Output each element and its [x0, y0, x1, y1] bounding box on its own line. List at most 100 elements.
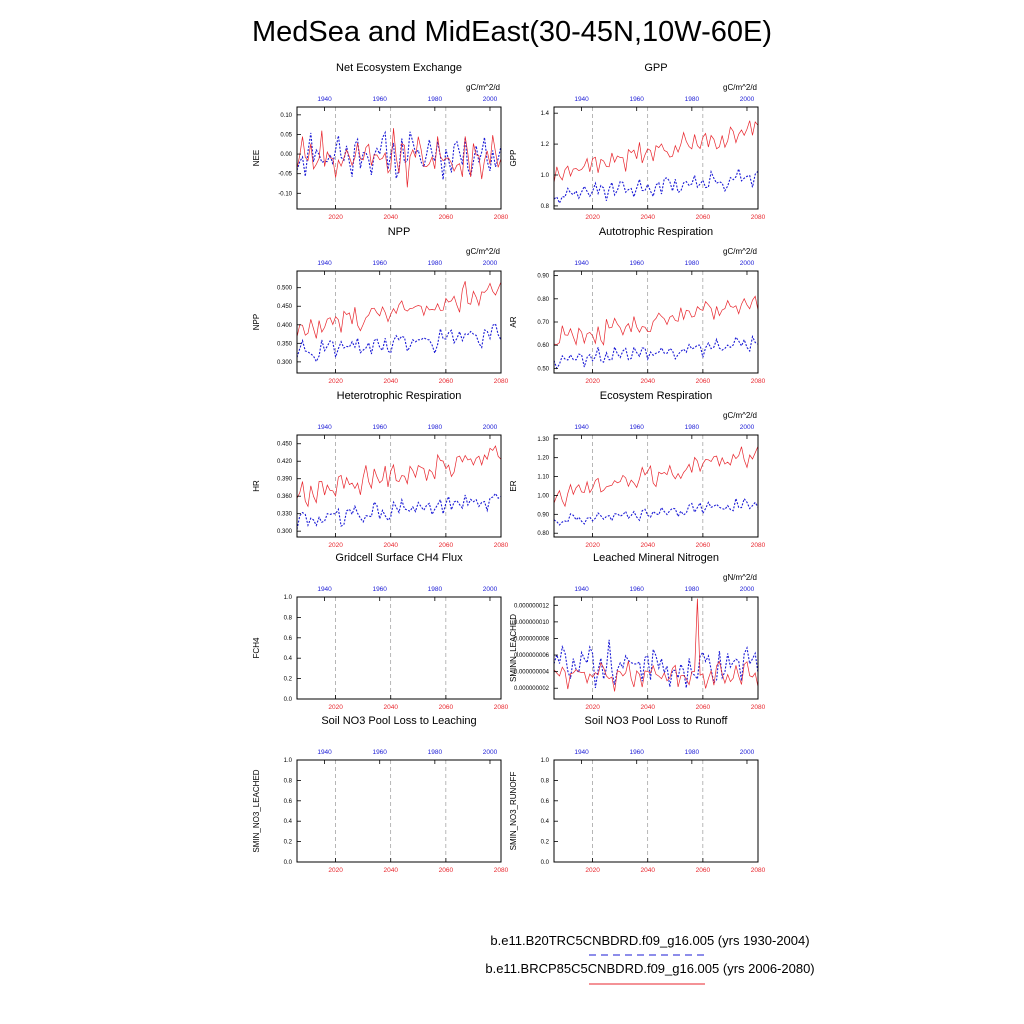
x-tick-label-top: 1980 — [685, 424, 700, 431]
x-tick-label-bottom: 2080 — [751, 867, 766, 874]
y-tick-label: 0.000000004 — [514, 670, 550, 676]
y-tick-label: 0.300 — [277, 529, 293, 535]
y-tick-label: 0.10 — [280, 113, 292, 119]
x-tick-label-top: 1940 — [317, 260, 332, 267]
y-tick-label: 0.80 — [537, 531, 549, 537]
y-tick-label: 0.60 — [537, 343, 549, 349]
x-tick-label-top: 1980 — [428, 749, 443, 756]
y-tick-label: 0.450 — [277, 304, 293, 310]
x-tick-label-bottom: 2040 — [383, 542, 398, 549]
y-tick-label: 0.00 — [280, 152, 292, 158]
series-line-historical — [554, 334, 758, 370]
x-tick-label-top: 1960 — [372, 424, 387, 431]
x-tick-label-bottom: 2020 — [585, 704, 600, 711]
y-tick-label: 1.20 — [537, 456, 549, 462]
y-tick-label: 0.500 — [277, 286, 293, 292]
plot-frame — [296, 270, 502, 374]
panel-units: gC/m^2/d — [723, 83, 757, 92]
y-tick-label: 0.70 — [537, 320, 549, 326]
y-axis-label: NEE — [252, 150, 261, 166]
panel-title: GPP — [644, 62, 667, 74]
x-tick-label-bottom: 2020 — [328, 378, 343, 385]
y-tick-label: 0.350 — [277, 341, 293, 347]
x-tick-label-bottom: 2060 — [439, 867, 454, 874]
y-tick-label: 0.4 — [541, 819, 550, 825]
y-axis-label: SMIN_NO3_LEACHED — [252, 769, 261, 852]
x-tick-label-bottom: 2080 — [494, 867, 509, 874]
plot-frame — [553, 759, 759, 863]
y-tick-label: 0.50 — [537, 366, 549, 372]
x-tick-label-top: 1980 — [428, 586, 443, 593]
x-tick-label-top: 1960 — [629, 586, 644, 593]
x-tick-label-top: 2000 — [740, 424, 755, 431]
x-tick-label-top: 1960 — [372, 749, 387, 756]
series-line-future — [297, 445, 501, 508]
panel-8: Leached Mineral Nitrogen gN/m^2/d SMINN_LE… — [509, 552, 766, 711]
x-tick-label-bottom: 2020 — [585, 214, 600, 221]
panel-units: gC/m^2/d — [466, 83, 500, 92]
series-line-future — [554, 446, 758, 508]
y-tick-label: 0.000000006 — [514, 653, 550, 659]
x-tick-label-top: 1980 — [685, 96, 700, 103]
x-tick-label-top: 1960 — [629, 424, 644, 431]
x-tick-label-top: 1960 — [372, 96, 387, 103]
x-tick-label-top: 1940 — [317, 586, 332, 593]
panel-units: gC/m^2/d — [466, 247, 500, 256]
x-tick-label-top: 1960 — [372, 260, 387, 267]
y-tick-label: 0.0 — [541, 860, 550, 866]
panel-6: Ecosystem Respiration gC/m^2/d ER 1.30 1.20 1… — [509, 390, 766, 549]
y-tick-label: 0.0 — [284, 697, 293, 703]
y-axis-label: SMINN_LEACHED — [509, 614, 518, 682]
x-tick-label-top: 1940 — [317, 424, 332, 431]
y-tick-label: 0.360 — [277, 494, 293, 500]
x-tick-label-top: 1940 — [574, 260, 589, 267]
x-tick-label-bottom: 2020 — [585, 867, 600, 874]
panel-2: GPP gC/m^2/d GPP 1.4 1.2 1.0 0.8 2020 2040 2060 20… — [509, 62, 766, 221]
x-tick-label-bottom: 2080 — [751, 542, 766, 549]
figure-title: MedSea and MidEast(30-45N,10W-60E) — [252, 16, 772, 48]
y-tick-label: 0.0 — [284, 860, 293, 866]
y-axis-label: SMIN_NO3_RUNOFF — [509, 772, 518, 851]
y-tick-label: 0.8 — [284, 778, 293, 784]
series-line-historical — [554, 639, 758, 688]
x-tick-label-top: 1960 — [629, 96, 644, 103]
x-tick-label-top: 2000 — [740, 749, 755, 756]
y-tick-label: 1.30 — [537, 437, 549, 443]
y-tick-label: 0.000000008 — [514, 636, 550, 642]
x-tick-label-top: 1980 — [685, 586, 700, 593]
legend: b.e11.B20TRC5CNBDRD.f09_g16.005 (yrs 193… — [485, 933, 815, 985]
panel-5: Heterotrophic Respiration HR 0.450 0.420 0.3… — [252, 390, 509, 549]
plot-frame — [296, 596, 502, 700]
x-tick-label-bottom: 2080 — [494, 704, 509, 711]
x-tick-label-top: 1940 — [574, 586, 589, 593]
plot-frame — [296, 759, 502, 863]
panel-9: Soil NO3 Pool Loss to Leaching SMIN_NO3_L… — [252, 715, 509, 874]
x-tick-label-bottom: 2040 — [383, 378, 398, 385]
y-tick-label: 1.4 — [541, 111, 550, 117]
y-tick-label: 0.05 — [280, 132, 292, 138]
x-tick-label-bottom: 2020 — [585, 378, 600, 385]
x-tick-label-bottom: 2060 — [696, 867, 711, 874]
panel-title: Soil NO3 Pool Loss to Leaching — [321, 715, 476, 727]
x-tick-label-top: 1980 — [685, 749, 700, 756]
series-line-future — [554, 120, 758, 183]
series-line-future — [554, 598, 758, 692]
y-tick-label: 1.10 — [537, 475, 549, 481]
panel-title: Soil NO3 Pool Loss to Runoff — [585, 715, 729, 727]
y-axis-label: HR — [252, 480, 261, 492]
x-tick-label-top: 1960 — [372, 586, 387, 593]
x-tick-label-top: 1980 — [685, 260, 700, 267]
y-tick-label: 0.000000012 — [514, 603, 550, 609]
y-axis-label: NPP — [252, 314, 261, 330]
x-tick-label-bottom: 2080 — [494, 214, 509, 221]
y-axis-label: GPP — [509, 150, 518, 167]
x-tick-label-bottom: 2080 — [494, 378, 509, 385]
x-tick-label-top: 1980 — [428, 424, 443, 431]
x-tick-label-top: 2000 — [483, 749, 498, 756]
y-tick-label: 0.6 — [284, 636, 293, 642]
x-tick-label-top: 1980 — [428, 96, 443, 103]
legend-label-future: b.e11.BRCP85C5CNBDRD.f09_g16.005 (yrs 20… — [485, 961, 814, 976]
y-tick-label: -0.10 — [278, 191, 292, 197]
y-tick-label: 0.80 — [537, 297, 549, 303]
